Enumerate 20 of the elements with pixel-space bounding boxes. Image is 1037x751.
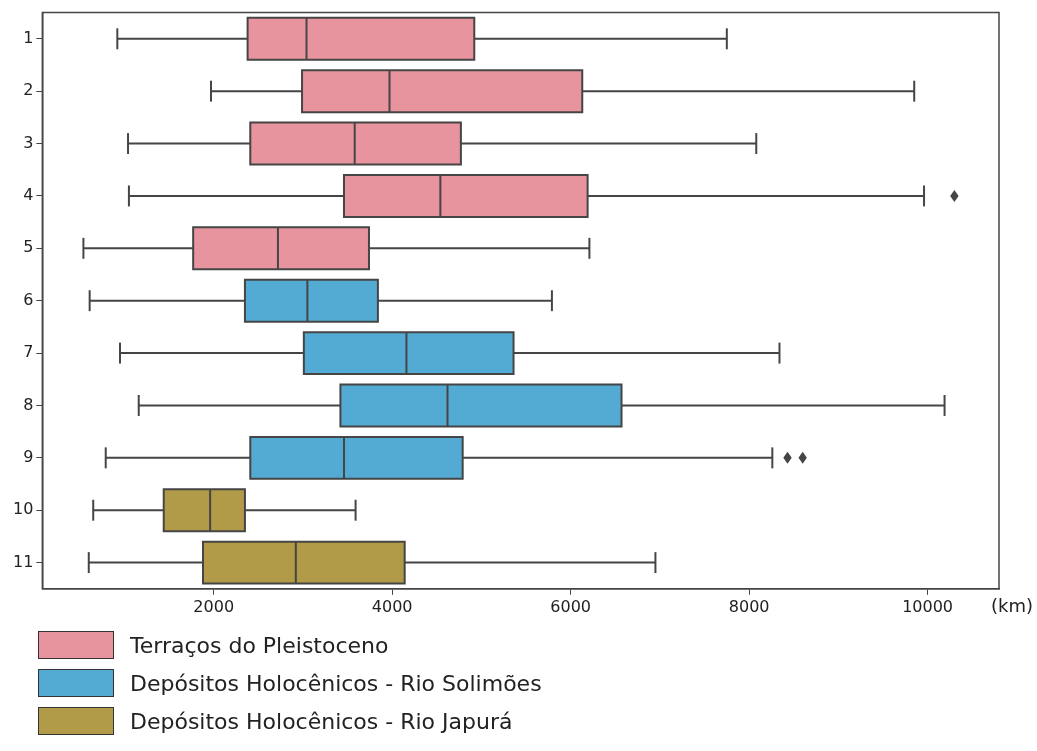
x-tick-label: 10000 [902, 596, 954, 616]
y-tick-label: 11 [13, 551, 34, 571]
y-tick-label: 2 [23, 80, 34, 100]
x-tick-label: 8000 [728, 596, 770, 616]
y-tick-label: 5 [23, 237, 34, 257]
x-tick-label: 4000 [371, 596, 413, 616]
legend-label: Terraços do Pleistoceno [130, 632, 389, 658]
y-tick-label: 10 [13, 499, 34, 519]
y-tick-label: 1 [23, 27, 34, 47]
y-tick-label: 4 [23, 185, 34, 205]
x-axis-title: (km) [990, 595, 1033, 617]
x-tick-label: 6000 [550, 596, 592, 616]
y-tick-label: 8 [23, 394, 34, 414]
y-tick-label: 7 [23, 342, 34, 362]
y-tick-label: 6 [23, 289, 34, 309]
y-tick-label: 9 [23, 447, 34, 466]
y-tick-label: 3 [23, 132, 34, 152]
legend-label: Depósitos Holocênicos - Rio Japurá [130, 708, 513, 734]
x-tick-label: 2000 [193, 596, 235, 616]
legend-label: Depósitos Holocênicos - Rio Solimões [130, 670, 542, 696]
